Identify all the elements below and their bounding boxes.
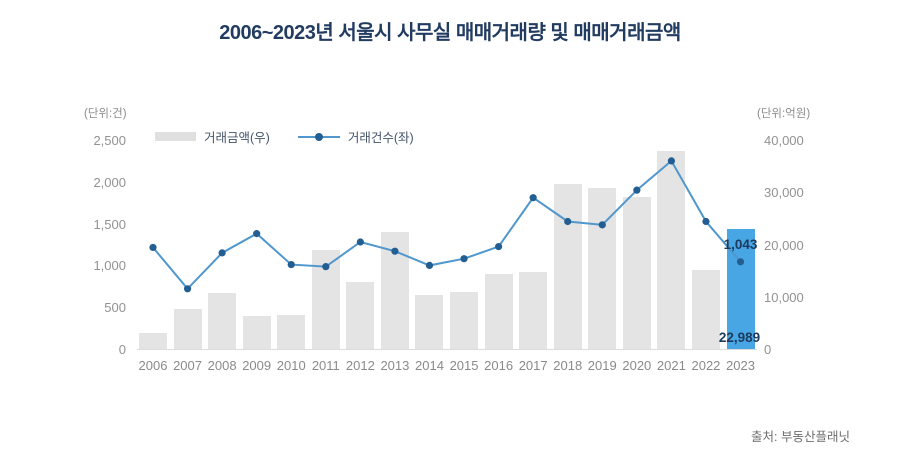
line-dot-2012 — [356, 238, 364, 246]
x-tick-2014: 2014 — [415, 358, 444, 373]
tick-right-0: 0 — [764, 342, 772, 357]
x-tick-2010: 2010 — [276, 358, 306, 373]
x-tick-2011: 2011 — [311, 358, 340, 373]
tick-right-30,000: 30,000 — [764, 185, 804, 201]
bar-2019 — [588, 188, 617, 349]
bar-2021 — [657, 151, 686, 349]
bar-2013 — [380, 231, 409, 349]
bar-2009 — [242, 316, 271, 349]
line-dot-2014 — [425, 261, 434, 269]
bar-2011 — [311, 249, 340, 349]
legend-amount-label: 거래금액(우) — [204, 130, 270, 145]
x-tick-2018: 2018 — [553, 358, 583, 373]
bar-2007 — [173, 308, 202, 349]
line-dot-2008 — [218, 249, 226, 257]
source-credit: 출처: 부동산플래닛 — [751, 430, 850, 444]
x-tick-2021: 2021 — [656, 358, 686, 373]
legend: 거래금액(우) 거래건수(좌) — [155, 127, 434, 145]
tick-left-500: 500 — [104, 300, 126, 316]
bar-2016 — [484, 274, 513, 349]
tick-left-2,000: 2,000 — [93, 174, 126, 190]
x-tick-2023: 2023 — [726, 358, 755, 373]
bar-2014 — [415, 295, 444, 349]
transaction-count-line — [152, 159, 742, 291]
tick-left-1,000: 1,000 — [93, 258, 126, 274]
right-axis-unit-label: (단위:억원) — [757, 108, 811, 120]
left-axis-unit-label: (단위:건) — [84, 108, 127, 120]
line-dot-2007 — [183, 285, 192, 293]
annotation-bar-2023: 22,989 — [718, 330, 761, 345]
x-tick-2006: 2006 — [138, 358, 168, 373]
line-dot-2022 — [702, 217, 710, 226]
line-dot-2020 — [633, 186, 641, 194]
line-dot-2009 — [253, 230, 261, 238]
x-tick-2013: 2013 — [380, 358, 410, 373]
x-tick-2020: 2020 — [622, 358, 652, 373]
x-tick-2022: 2022 — [691, 358, 721, 373]
legend-line-swatch-icon — [297, 132, 340, 141]
tick-left-1,500: 1,500 — [93, 216, 126, 232]
line-dot-2017 — [529, 194, 537, 202]
bar-2017 — [519, 272, 548, 349]
bar-2010 — [277, 315, 306, 349]
tick-right-40,000: 40,000 — [764, 133, 804, 148]
annotation-line-2023: 1,043 — [723, 236, 758, 252]
x-tick-2012: 2012 — [345, 358, 375, 373]
bar-2006 — [139, 332, 167, 349]
line-dot-2015 — [460, 255, 468, 263]
bar-2020 — [622, 196, 651, 349]
bar-2015 — [450, 292, 479, 349]
line-dot-2010 — [287, 260, 295, 269]
x-axis-baseline — [137, 349, 757, 350]
tick-right-10,000: 10,000 — [764, 289, 804, 305]
tick-left-0: 0 — [118, 342, 126, 357]
x-tick-2008: 2008 — [207, 358, 237, 373]
x-tick-2019: 2019 — [587, 358, 617, 373]
tick-left-2,500: 2,500 — [93, 133, 126, 148]
chart-title: 2006~2023년 서울시 사무실 매매거래량 및 매매거래금액 — [219, 22, 681, 44]
bar-2018 — [553, 184, 582, 349]
legend-count-label: 거래건수(좌) — [347, 130, 414, 145]
line-dot-2006 — [149, 243, 157, 252]
x-tick-2016: 2016 — [484, 358, 514, 373]
legend-bar-swatch-icon — [155, 131, 196, 141]
x-tick-2007: 2007 — [173, 358, 202, 373]
x-tick-2015: 2015 — [449, 358, 479, 373]
bar-2012 — [346, 282, 375, 349]
x-tick-2009: 2009 — [242, 358, 272, 373]
bar-2022 — [691, 270, 720, 349]
x-tick-2017: 2017 — [518, 358, 548, 373]
tick-right-20,000: 20,000 — [764, 237, 804, 253]
line-dot-2016 — [495, 242, 503, 251]
bar-2008 — [208, 293, 237, 349]
